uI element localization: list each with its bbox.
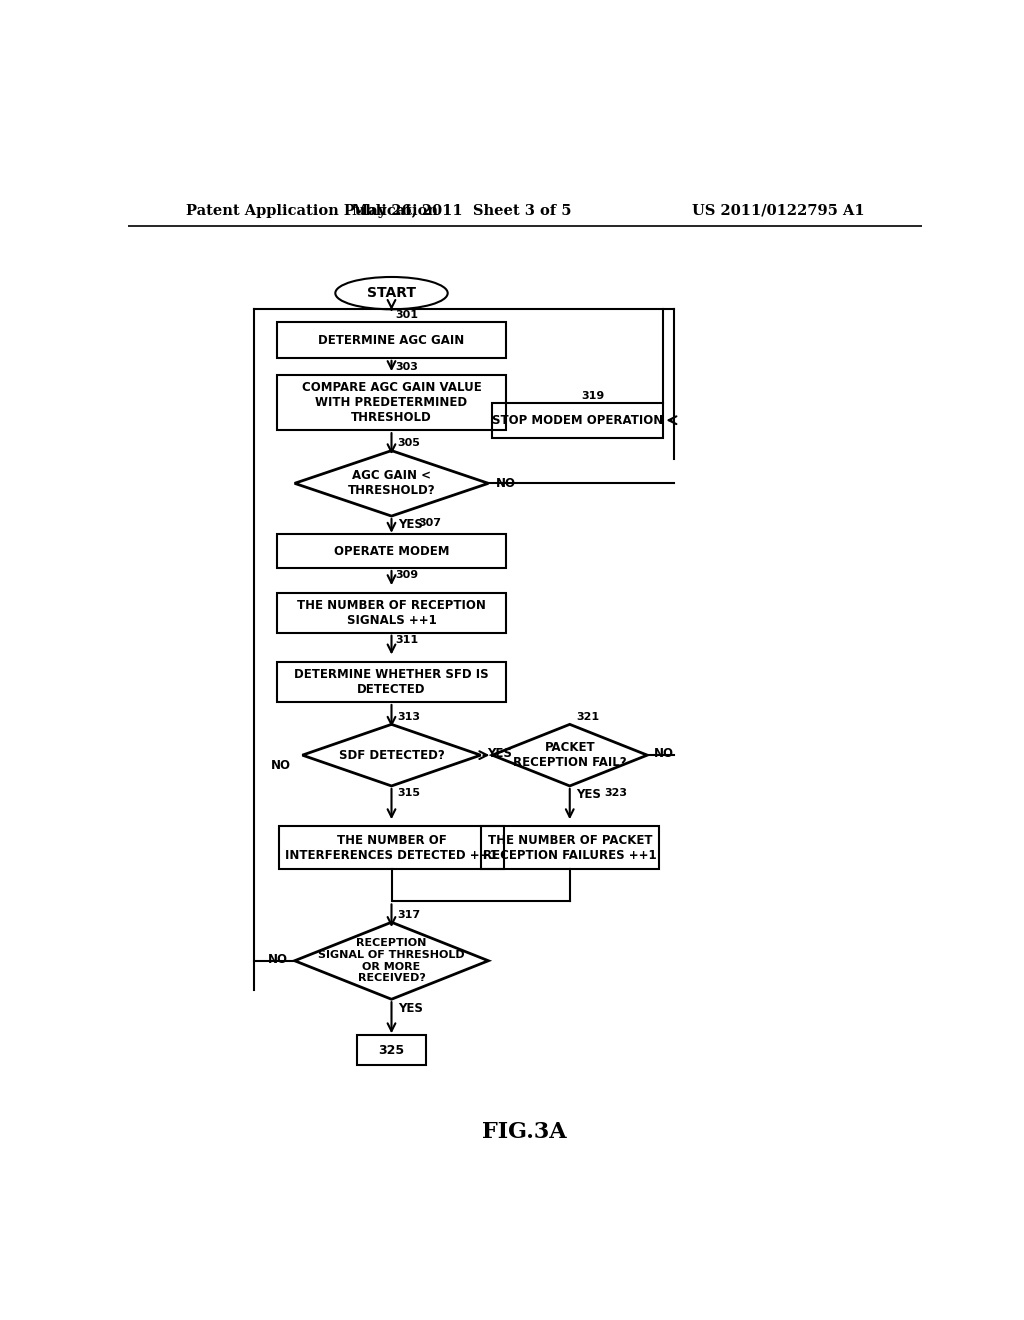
Text: Patent Application Publication: Patent Application Publication bbox=[186, 203, 438, 218]
Text: PACKET
RECEPTION FAIL?: PACKET RECEPTION FAIL? bbox=[513, 741, 627, 770]
Text: YES: YES bbox=[575, 788, 601, 801]
Text: THE NUMBER OF PACKET
RECEPTION FAILURES ++1: THE NUMBER OF PACKET RECEPTION FAILURES … bbox=[483, 833, 656, 862]
Text: SDF DETECTED?: SDF DETECTED? bbox=[339, 748, 444, 762]
Text: 319: 319 bbox=[582, 391, 604, 400]
Text: DETERMINE WHETHER SFD IS
DETECTED: DETERMINE WHETHER SFD IS DETECTED bbox=[294, 668, 488, 696]
Text: NO: NO bbox=[267, 953, 288, 966]
Text: 301: 301 bbox=[395, 310, 419, 321]
Text: OPERATE MODEM: OPERATE MODEM bbox=[334, 545, 450, 557]
Text: 325: 325 bbox=[379, 1044, 404, 1056]
Text: THE NUMBER OF
INTERFERENCES DETECTED ++1: THE NUMBER OF INTERFERENCES DETECTED ++1 bbox=[286, 833, 498, 862]
Text: COMPARE AGC GAIN VALUE
WITH PREDETERMINED
THRESHOLD: COMPARE AGC GAIN VALUE WITH PREDETERMINE… bbox=[302, 381, 481, 424]
Text: YES: YES bbox=[397, 1002, 423, 1015]
Text: YES: YES bbox=[486, 747, 512, 760]
Text: 311: 311 bbox=[395, 635, 419, 645]
Text: NO: NO bbox=[653, 747, 674, 760]
Text: 305: 305 bbox=[397, 438, 421, 449]
Text: 321: 321 bbox=[575, 711, 599, 722]
Text: May 26, 2011  Sheet 3 of 5: May 26, 2011 Sheet 3 of 5 bbox=[351, 203, 571, 218]
Text: 313: 313 bbox=[397, 711, 421, 722]
Text: STOP MODEM OPERATION: STOP MODEM OPERATION bbox=[492, 413, 664, 426]
Text: FIG.3A: FIG.3A bbox=[482, 1122, 567, 1143]
Text: RECEPTION
SIGNAL OF THRESHOLD
OR MORE
RECEIVED?: RECEPTION SIGNAL OF THRESHOLD OR MORE RE… bbox=[318, 939, 465, 983]
Text: 315: 315 bbox=[397, 788, 421, 799]
Text: 309: 309 bbox=[395, 570, 419, 581]
Text: YES: YES bbox=[397, 519, 423, 532]
Text: AGC GAIN <
THRESHOLD?: AGC GAIN < THRESHOLD? bbox=[348, 470, 435, 498]
Text: START: START bbox=[367, 286, 416, 300]
Text: DETERMINE AGC GAIN: DETERMINE AGC GAIN bbox=[318, 334, 465, 347]
Text: 317: 317 bbox=[397, 909, 421, 920]
Text: NO: NO bbox=[271, 759, 292, 772]
Text: 323: 323 bbox=[604, 788, 628, 799]
Text: 307: 307 bbox=[419, 519, 441, 528]
Text: US 2011/0122795 A1: US 2011/0122795 A1 bbox=[691, 203, 864, 218]
Text: THE NUMBER OF RECEPTION
SIGNALS ++1: THE NUMBER OF RECEPTION SIGNALS ++1 bbox=[297, 599, 486, 627]
Text: 303: 303 bbox=[395, 363, 418, 372]
Text: NO: NO bbox=[496, 478, 516, 490]
